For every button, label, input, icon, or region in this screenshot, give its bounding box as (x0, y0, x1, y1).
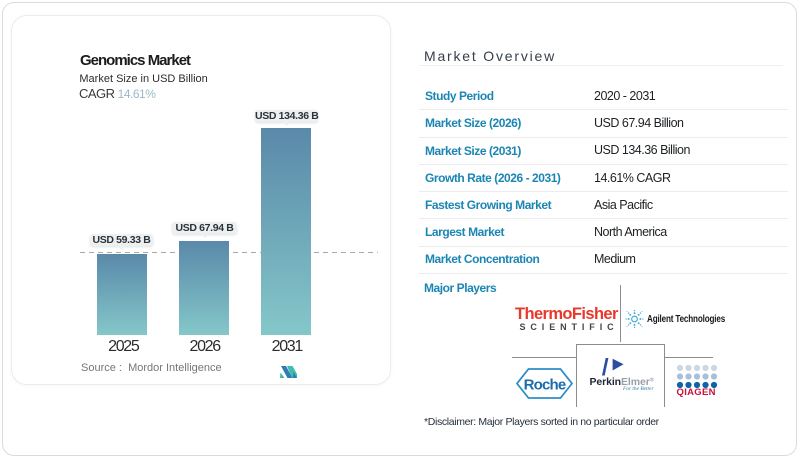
svg-text:Roche: Roche (523, 377, 565, 394)
